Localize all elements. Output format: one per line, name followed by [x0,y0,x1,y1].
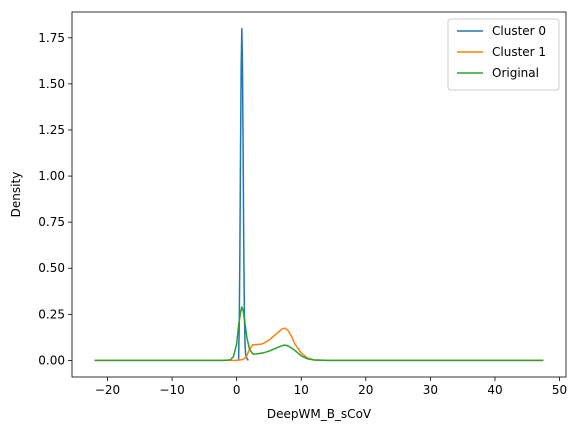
y-tick-label: 1.50 [38,77,65,91]
x-tick-label: 10 [294,383,309,397]
y-tick-label: 0.50 [38,261,65,275]
y-axis-label: Density [9,172,23,218]
y-tick-label: 1.75 [38,31,65,45]
y-tick-label: 0.25 [38,307,65,321]
x-tick-label: 50 [552,383,567,397]
x-tick-label: −20 [95,383,120,397]
x-axis-label: DeepWM_B_sCoV [267,407,372,421]
legend-label: Cluster 1 [492,45,546,59]
x-tick-label: 0 [233,383,241,397]
y-tick-label: 1.25 [38,123,65,137]
x-tick-label: 30 [423,383,438,397]
y-tick-label: 1.00 [38,169,65,183]
legend: Cluster 0 Cluster 1 Original [447,18,560,91]
series-line-original [94,306,544,362]
x-tick-label: −10 [159,383,184,397]
legend-label: Cluster 0 [492,24,546,38]
series-layer [94,27,544,362]
y-tick-label: 0.00 [38,353,65,367]
axes-frame [71,11,567,378]
y-tick-label: 0.75 [38,215,65,229]
axes-layer: −20 −10 0 10 20 30 40 50 0.00 0.25 0.50 0.75 1.00 1.2… [38,11,567,397]
x-tick-label: 40 [487,383,502,397]
legend-label: Original [492,66,539,80]
x-tick-label: 20 [358,383,373,397]
